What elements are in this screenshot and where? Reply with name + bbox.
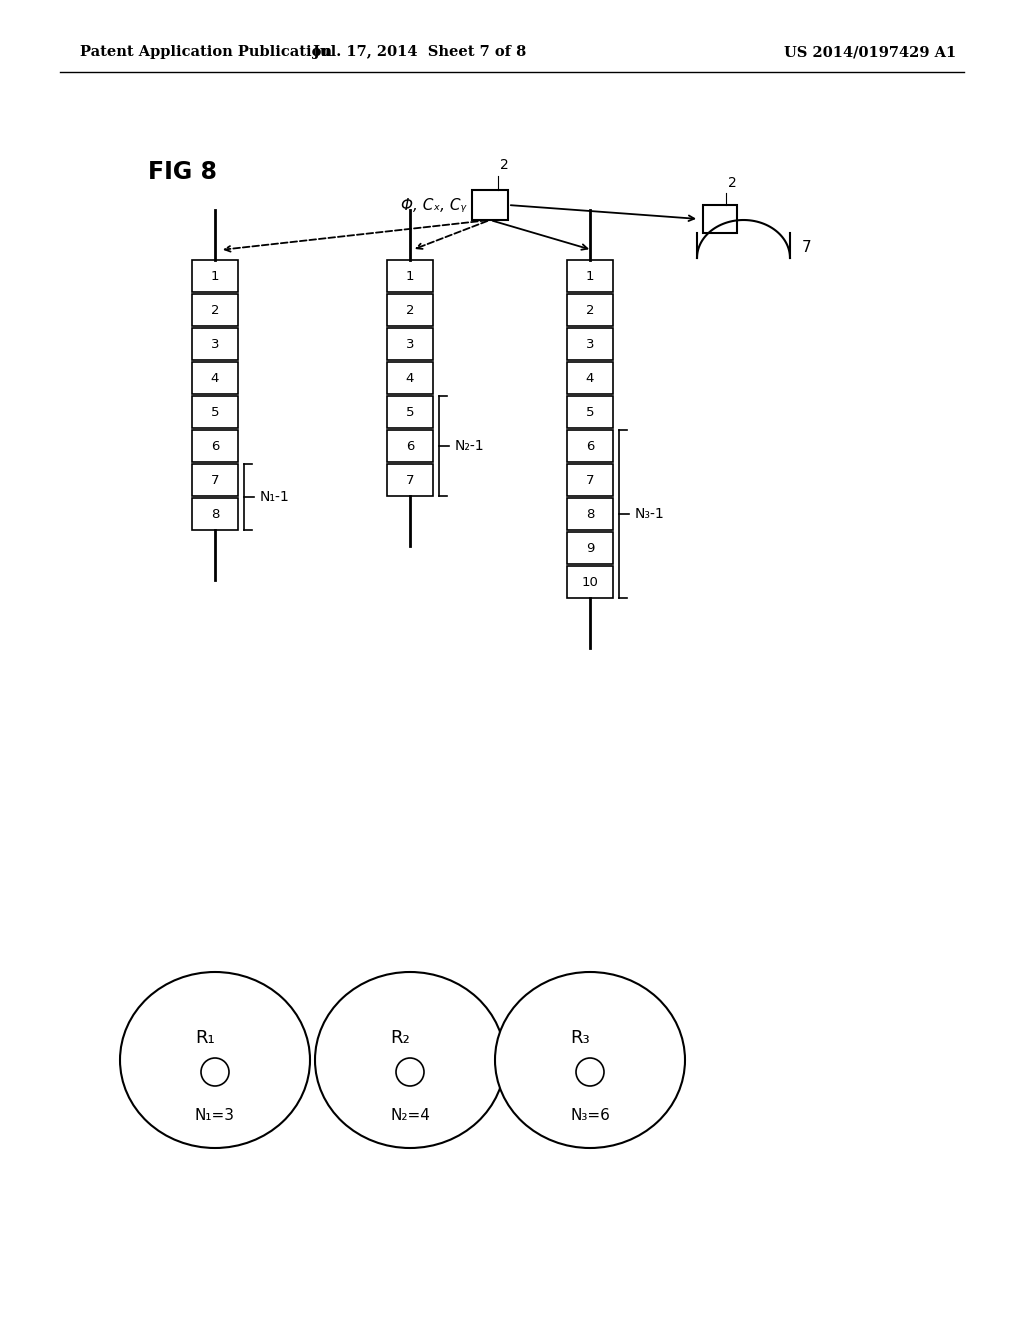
- Text: N₁=3: N₁=3: [195, 1107, 234, 1122]
- Text: 7: 7: [802, 240, 812, 256]
- Text: N₂-1: N₂-1: [455, 440, 484, 453]
- Bar: [193, 294, 238, 326]
- Bar: [193, 430, 238, 462]
- Text: Φ, Cₓ, Cᵧ: Φ, Cₓ, Cᵧ: [400, 198, 466, 213]
- Text: 3: 3: [211, 338, 219, 351]
- Text: 2: 2: [500, 158, 509, 172]
- Text: R₂: R₂: [390, 1030, 410, 1047]
- Bar: [387, 430, 433, 462]
- Bar: [567, 498, 613, 531]
- Bar: [387, 362, 433, 393]
- Bar: [567, 327, 613, 360]
- Text: 1: 1: [406, 269, 415, 282]
- Text: 7: 7: [586, 474, 594, 487]
- Circle shape: [396, 1059, 424, 1086]
- Text: 1: 1: [211, 269, 219, 282]
- Bar: [567, 362, 613, 393]
- Text: 8: 8: [211, 507, 219, 520]
- Text: 2: 2: [211, 304, 219, 317]
- Bar: [387, 396, 433, 428]
- Text: 2: 2: [406, 304, 415, 317]
- Bar: [387, 260, 433, 292]
- Bar: [387, 465, 433, 496]
- Bar: [193, 327, 238, 360]
- Text: US 2014/0197429 A1: US 2014/0197429 A1: [784, 45, 956, 59]
- Text: 3: 3: [586, 338, 594, 351]
- Text: Jul. 17, 2014  Sheet 7 of 8: Jul. 17, 2014 Sheet 7 of 8: [313, 45, 526, 59]
- Text: 2: 2: [728, 176, 736, 190]
- Bar: [703, 205, 737, 234]
- Text: 6: 6: [406, 440, 414, 453]
- Ellipse shape: [315, 972, 505, 1148]
- Text: N₃=6: N₃=6: [570, 1107, 610, 1122]
- Text: 5: 5: [586, 405, 594, 418]
- Text: N₂=4: N₂=4: [390, 1107, 430, 1122]
- Text: 10: 10: [582, 576, 598, 589]
- Text: 6: 6: [211, 440, 219, 453]
- Text: N₁-1: N₁-1: [260, 490, 290, 504]
- Bar: [567, 260, 613, 292]
- Text: 7: 7: [211, 474, 219, 487]
- Text: 4: 4: [586, 371, 594, 384]
- Text: 2: 2: [586, 304, 594, 317]
- Text: 1: 1: [586, 269, 594, 282]
- Ellipse shape: [495, 972, 685, 1148]
- Bar: [567, 294, 613, 326]
- Circle shape: [575, 1059, 604, 1086]
- Ellipse shape: [120, 972, 310, 1148]
- Text: 8: 8: [586, 507, 594, 520]
- Text: N₃-1: N₃-1: [635, 507, 665, 521]
- Bar: [567, 465, 613, 496]
- Text: 5: 5: [406, 405, 415, 418]
- Text: 9: 9: [586, 541, 594, 554]
- Bar: [567, 396, 613, 428]
- Text: 7: 7: [406, 474, 415, 487]
- Text: Patent Application Publication: Patent Application Publication: [80, 45, 332, 59]
- Bar: [567, 532, 613, 564]
- Bar: [472, 190, 508, 220]
- Bar: [193, 465, 238, 496]
- Bar: [387, 294, 433, 326]
- Text: 4: 4: [211, 371, 219, 384]
- Circle shape: [201, 1059, 229, 1086]
- Bar: [567, 430, 613, 462]
- Bar: [193, 396, 238, 428]
- Text: 4: 4: [406, 371, 414, 384]
- Bar: [567, 566, 613, 598]
- Text: R₃: R₃: [570, 1030, 590, 1047]
- Bar: [193, 498, 238, 531]
- Text: FIG 8: FIG 8: [148, 160, 217, 183]
- Bar: [193, 362, 238, 393]
- Text: R₁: R₁: [196, 1030, 215, 1047]
- Text: 3: 3: [406, 338, 415, 351]
- Bar: [387, 327, 433, 360]
- Bar: [193, 260, 238, 292]
- Text: 6: 6: [586, 440, 594, 453]
- Text: 5: 5: [211, 405, 219, 418]
